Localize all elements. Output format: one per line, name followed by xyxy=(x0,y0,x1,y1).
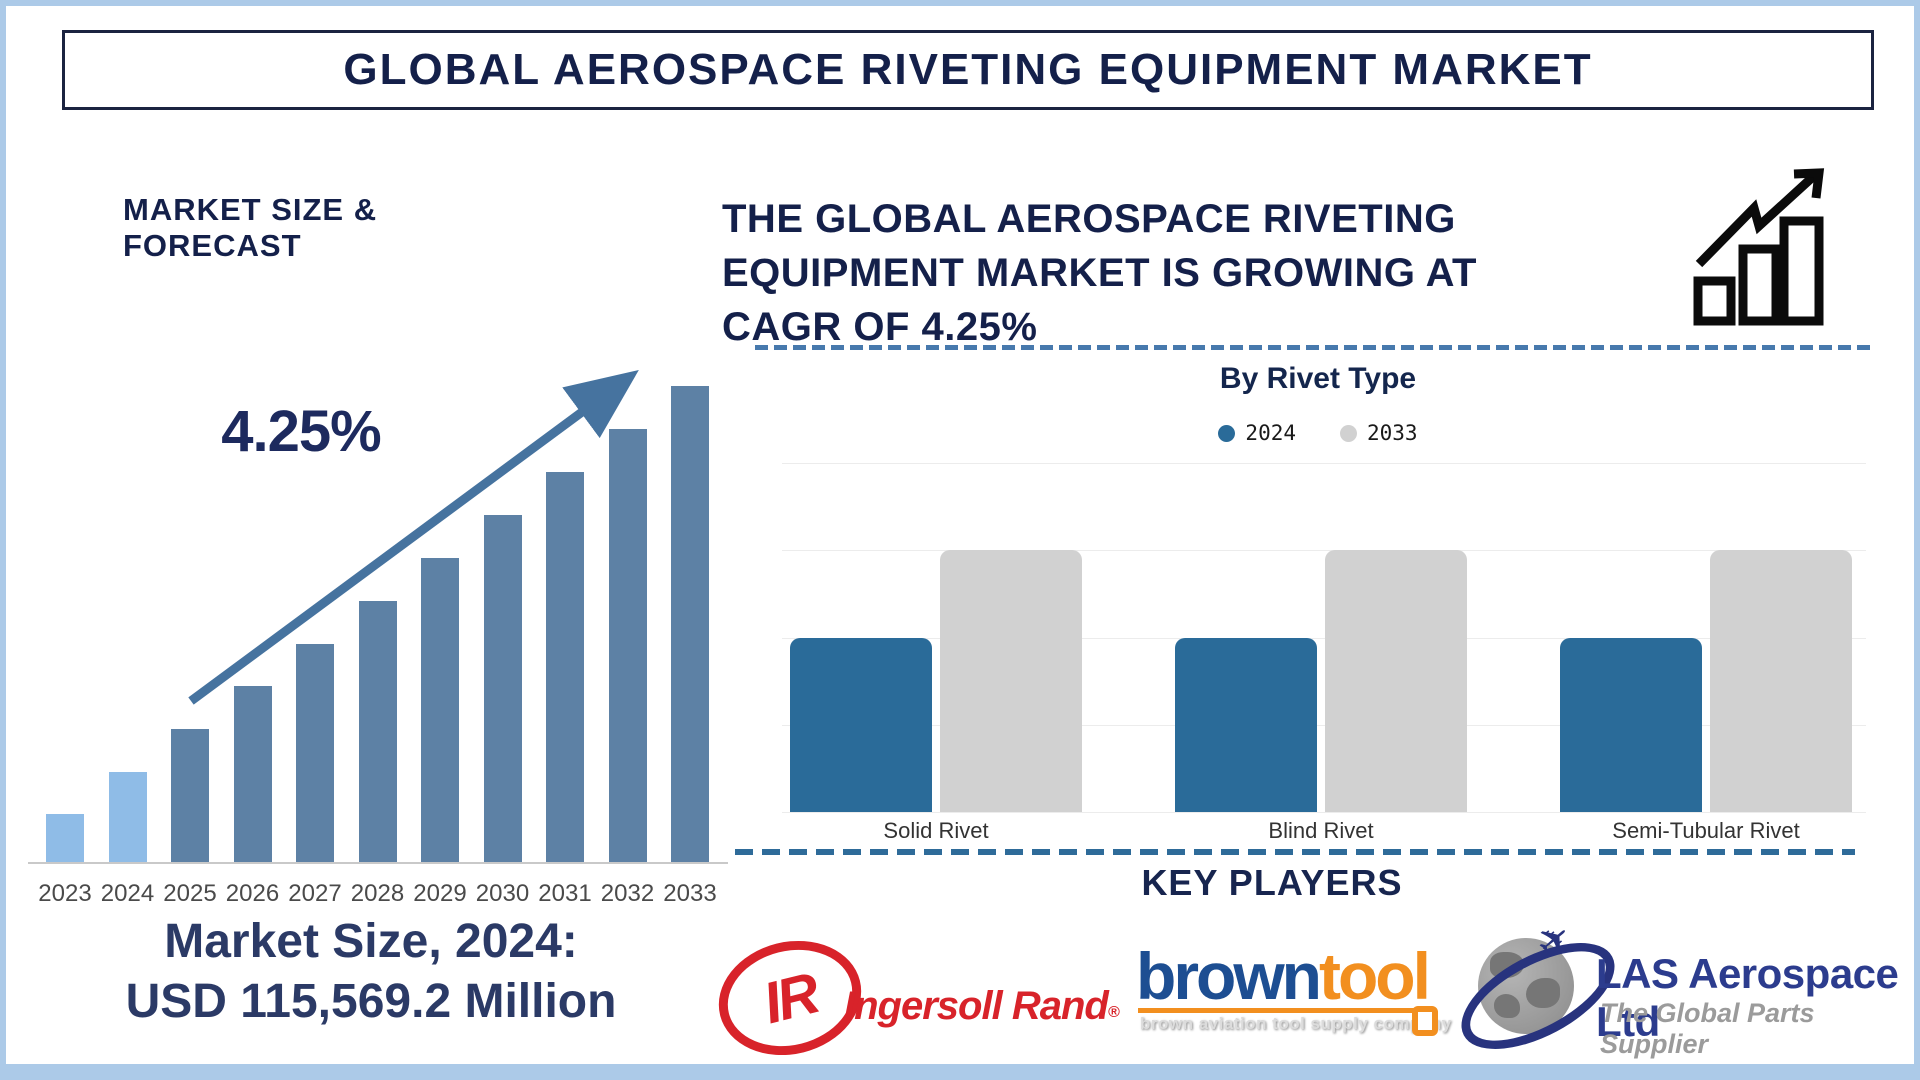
rivet-chart-legend: 2024 2033 xyxy=(1068,421,1568,445)
page-title: GLOBAL AEROSPACE RIVETING EQUIPMENT MARK… xyxy=(343,45,1593,94)
forecast-year-label: 2033 xyxy=(663,880,717,907)
rivet-grouped-bar-chart: Solid Rivet Blind Rivet Semi-Tubular Rivet xyxy=(782,463,1866,863)
key-players-heading: KEY PLAYERS xyxy=(1141,862,1403,903)
market-size-line1: Market Size, 2024: xyxy=(164,915,578,968)
by-rivet-type-title: By Rivet Type xyxy=(1219,362,1417,395)
forecast-year-label: 2026 xyxy=(225,880,280,907)
market-size-line2: USD 115,569.2 Million xyxy=(125,975,617,1028)
forecast-year-label: 2032 xyxy=(600,880,655,907)
headline-line3: CAGR OF 4.25% xyxy=(722,305,1038,349)
market-size-forecast-heading: MARKET SIZE & FORECAST xyxy=(123,192,378,263)
headline-line2: EQUIPMENT MARKET IS GROWING AT xyxy=(722,251,1477,295)
forecast-year-label: 2027 xyxy=(288,880,342,907)
dashed-divider-bottom xyxy=(735,849,1855,855)
rivet-bar-2033 xyxy=(1710,550,1852,812)
globe-icon xyxy=(1478,938,1574,1034)
browntool-tagline: brown aviation tool supply company xyxy=(1140,1014,1452,1033)
rivet-gridline xyxy=(782,724,1866,726)
rivet-gridline xyxy=(782,637,1866,639)
forecast-year-label: 2024 xyxy=(100,880,155,907)
rivet-category-label: Semi-Tubular Rivet xyxy=(1612,818,1800,843)
legend-dot-icon xyxy=(1218,424,1236,442)
forecast-year-label: 2030 xyxy=(475,880,530,907)
bar-growth-icon xyxy=(1693,168,1825,326)
forecast-year-label: 2023 xyxy=(38,880,92,907)
dashed-divider-top xyxy=(755,345,1872,350)
rivet-gridline xyxy=(782,463,1866,464)
forecast-bar-2029 xyxy=(421,558,459,862)
forecast-bar-2030 xyxy=(483,515,522,862)
rivet-gridline xyxy=(782,812,1866,813)
forecast-bar-2024 xyxy=(108,772,147,862)
rivet-category-label: Solid Rivet xyxy=(883,818,989,843)
forecast-bar-2025 xyxy=(171,729,209,862)
forecast-bar-2023 xyxy=(46,814,84,862)
ingersoll-rand-wordmark: Ingersoll Rand® xyxy=(844,984,1120,1028)
forecast-bar-2026 xyxy=(233,686,272,862)
legend-dot-icon xyxy=(1340,424,1357,442)
registered-trademark-icon: ® xyxy=(1107,1004,1120,1021)
forecast-bar-2033 xyxy=(671,386,709,862)
forecast-bar-chart: 2023 2024 2025 2026 2027 2028 2029 2030 2031 2032… xyxy=(28,340,728,940)
rivet-gridline xyxy=(782,550,1866,552)
browntool-tool-text: tool xyxy=(1318,939,1431,1013)
rivet-bar-2033 xyxy=(1325,550,1467,812)
browntool-square-icon xyxy=(1412,1006,1438,1036)
las-aerospace-tagline: The Global Parts Supplier xyxy=(1600,998,1815,1059)
forecast-year-label: 2029 xyxy=(413,880,467,907)
cagr-headline: THE GLOBAL AEROSPACE RIVETING EQUIPMENT … xyxy=(722,192,1582,354)
browntool-underline xyxy=(1138,1008,1416,1013)
growth-trend-arrow-icon xyxy=(188,369,639,705)
las-aerospace-wordmark: LAS Aerospace Ltd xyxy=(1596,950,1899,1045)
rivet-bar-2024 xyxy=(1560,637,1702,812)
title-box: GLOBAL AEROSPACE RIVETING EQUIPMENT MARK… xyxy=(62,30,1874,110)
forecast-year-label: 2028 xyxy=(350,880,405,907)
legend-label: 2033 xyxy=(1367,421,1418,445)
rivet-category-label: Blind Rivet xyxy=(1268,818,1374,843)
browntool-brown-text: brown xyxy=(1136,939,1322,1013)
legend-item-2024: 2024 xyxy=(1218,421,1296,445)
ingersoll-rand-ir-monogram: IR xyxy=(756,960,824,1036)
legend-item-2033: 2033 xyxy=(1340,421,1418,445)
rivet-bar-2033 xyxy=(940,550,1082,812)
forecast-year-label: 2025 xyxy=(163,880,217,907)
forecast-bar-2031 xyxy=(546,472,584,862)
cagr-value-label: 4.25% xyxy=(221,399,381,464)
legend-label: 2024 xyxy=(1245,421,1296,445)
rivet-bar-2024 xyxy=(790,637,932,812)
rivet-bar-2024 xyxy=(1175,637,1317,812)
forecast-bar-2032 xyxy=(608,429,647,862)
market-size-2024-text: Market Size, 2024: USD 115,569.2 Million xyxy=(51,912,691,1032)
headline-line1: THE GLOBAL AEROSPACE RIVETING xyxy=(722,197,1456,241)
forecast-bar-2028 xyxy=(358,601,397,862)
forecast-x-axis xyxy=(28,862,728,864)
forecast-bar-2027 xyxy=(296,644,334,862)
browntool-wordmark: browntool xyxy=(1136,938,1431,1014)
forecast-year-label: 2031 xyxy=(538,880,592,907)
